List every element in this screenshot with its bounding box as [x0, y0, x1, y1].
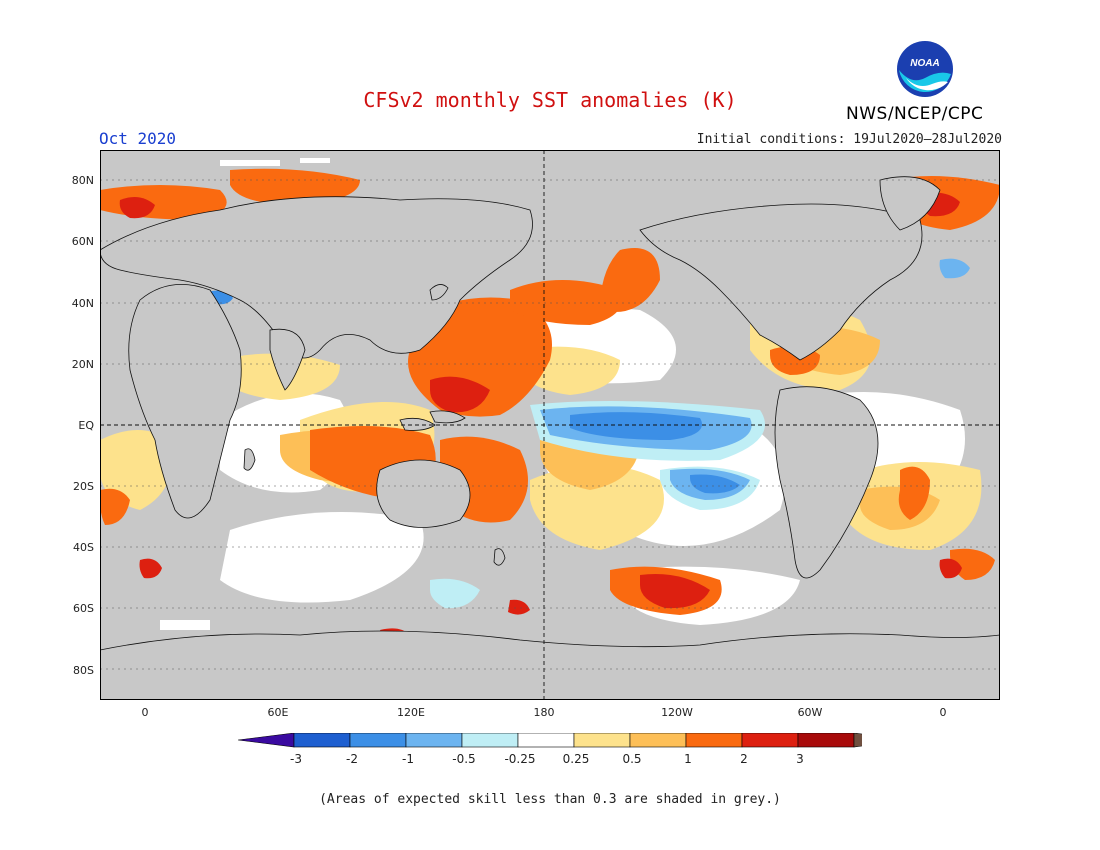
antarctica-outline [100, 630, 1000, 700]
lat-label-20s: 20S [73, 480, 94, 493]
colorbar-label: 3 [796, 752, 804, 766]
colorbar-label: 0.5 [622, 752, 642, 766]
forecast-month: Oct 2020 [99, 129, 177, 148]
initial-conditions: Initial conditions: 19Jul2020–28Jul2020 [696, 132, 1002, 147]
chart-title: CFSv2 monthly SST anomalies (K) [363, 88, 737, 112]
lat-label-60n: 60N [71, 235, 94, 248]
logo-text: NOAA [910, 58, 939, 69]
colorbar-segment [461, 733, 519, 748]
lon-label-120e: 120E [397, 706, 425, 719]
lon-label-0-east: 0 [939, 706, 947, 719]
agency-label: NWS/NCEP/CPC [846, 104, 984, 124]
colorbar-segment [797, 733, 855, 748]
lon-label-60e: 60E [267, 706, 289, 719]
colorbar-segment [741, 733, 799, 748]
lon-label-120w: 120W [661, 706, 693, 719]
greenland-outline [879, 176, 941, 231]
colorbar-label: 0.25 [562, 752, 590, 766]
lon-label-180: 180 [533, 706, 555, 719]
lat-label-eq: EQ [78, 419, 94, 432]
lat-label-80n: 80N [71, 174, 94, 187]
colorbar-label: -3 [290, 752, 302, 766]
colorbar-segment [685, 733, 743, 748]
eurasia-outline [100, 196, 533, 359]
skill-footnote: (Areas of expected skill less than 0.3 a… [319, 792, 781, 807]
lat-label-60s: 60S [73, 602, 94, 615]
colorbar-label: -2 [346, 752, 358, 766]
lat-label-40s: 40S [73, 541, 94, 554]
sst-anomaly-map [100, 150, 1000, 700]
colorbar-segment [349, 733, 407, 748]
anomaly-minus-2-to-minus-1 [207, 290, 740, 494]
colorbar-max-arrow [853, 733, 862, 748]
colorbar-label: -0.25 [504, 752, 536, 766]
colorbar [238, 733, 862, 748]
north-america-outline [639, 203, 923, 361]
colorbar-segment [629, 733, 687, 748]
lat-label-80s: 80S [73, 664, 94, 677]
lat-label-20n: 20N [71, 358, 94, 371]
colorbar-label: 2 [740, 752, 748, 766]
gridlines [100, 179, 1000, 670]
south-america-outline [774, 386, 879, 579]
colorbar-segment [293, 733, 351, 748]
anomaly-2-to-3 [119, 192, 962, 643]
africa-outline [128, 284, 242, 519]
colorbar-label: 1 [684, 752, 692, 766]
colorbar-min-arrow [238, 733, 295, 748]
australia-outline [376, 459, 471, 528]
land-masses [100, 176, 1000, 700]
colorbar-segment [573, 733, 631, 748]
colorbar-segment [517, 733, 575, 748]
colorbar-label: -0.5 [452, 752, 476, 766]
india-outline [269, 328, 306, 391]
equator-dateline [100, 150, 1000, 700]
lon-label-0: 0 [141, 706, 149, 719]
colorbar-segment [405, 733, 463, 748]
noaa-logo: NOAA [897, 41, 953, 97]
colorbar-label: -1 [402, 752, 414, 766]
lon-label-60w: 60W [797, 706, 823, 719]
lat-label-40n: 40N [71, 297, 94, 310]
